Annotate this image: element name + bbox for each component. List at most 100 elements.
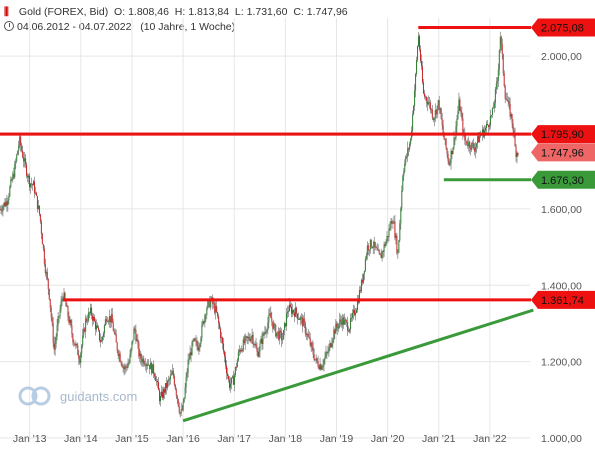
candle bbox=[5, 198, 7, 208]
candle bbox=[308, 331, 310, 340]
candle bbox=[217, 311, 219, 319]
candle bbox=[381, 250, 383, 262]
x-tick-label: Jan '14 bbox=[64, 433, 98, 445]
candle bbox=[415, 72, 417, 98]
candle bbox=[467, 138, 469, 149]
candle bbox=[335, 319, 337, 334]
candle bbox=[207, 300, 209, 310]
candle bbox=[48, 288, 50, 301]
candle bbox=[451, 150, 453, 160]
candle bbox=[91, 303, 93, 320]
candle bbox=[303, 312, 305, 329]
candle bbox=[438, 95, 440, 114]
candle bbox=[408, 147, 410, 157]
candle bbox=[149, 364, 151, 375]
candle bbox=[1, 204, 3, 216]
candle bbox=[465, 134, 467, 147]
clock-icon bbox=[4, 21, 14, 31]
price-level-label: 2.075,08 bbox=[541, 23, 584, 35]
candle bbox=[108, 309, 110, 328]
candle bbox=[87, 314, 89, 326]
candle bbox=[3, 202, 5, 210]
candle bbox=[107, 319, 109, 325]
candle bbox=[491, 106, 493, 118]
candle bbox=[334, 328, 336, 340]
candle bbox=[416, 56, 418, 77]
candle bbox=[74, 343, 76, 346]
candle bbox=[285, 323, 287, 328]
candle bbox=[220, 326, 222, 343]
candle bbox=[316, 357, 318, 364]
candle bbox=[425, 96, 427, 108]
close-value: 1.747,96 bbox=[306, 6, 348, 18]
candle bbox=[66, 302, 68, 308]
candle bbox=[153, 360, 155, 379]
candle bbox=[367, 243, 369, 256]
candle bbox=[212, 294, 214, 310]
candle bbox=[128, 359, 130, 366]
candle bbox=[67, 304, 69, 322]
candle bbox=[469, 140, 471, 154]
price-level-label: 1.361,74 bbox=[541, 295, 584, 307]
x-tick-label: Jan '16 bbox=[166, 433, 200, 445]
candle bbox=[172, 367, 174, 379]
candle bbox=[410, 137, 412, 147]
candle bbox=[492, 101, 494, 109]
candle bbox=[160, 392, 162, 407]
candle bbox=[40, 219, 42, 240]
candle bbox=[84, 327, 86, 333]
candle bbox=[293, 308, 295, 323]
candle bbox=[125, 364, 127, 373]
candle bbox=[427, 95, 429, 106]
candle bbox=[70, 318, 72, 328]
candle bbox=[312, 341, 314, 358]
candle bbox=[15, 158, 17, 170]
candle bbox=[356, 294, 358, 313]
candle bbox=[175, 387, 177, 399]
candle bbox=[120, 360, 122, 366]
candle bbox=[434, 103, 436, 122]
candle bbox=[240, 345, 242, 353]
candle bbox=[468, 136, 470, 152]
candle bbox=[414, 84, 416, 111]
candle bbox=[86, 316, 88, 324]
candle bbox=[229, 377, 231, 393]
candle bbox=[197, 340, 199, 352]
candle bbox=[157, 378, 159, 389]
candle bbox=[276, 332, 278, 339]
candle bbox=[460, 106, 462, 117]
candle bbox=[304, 321, 306, 337]
support-trendline[interactable] bbox=[182, 308, 534, 423]
candle bbox=[191, 340, 193, 356]
candle bbox=[473, 138, 475, 151]
candle bbox=[455, 120, 457, 141]
candle bbox=[319, 357, 321, 372]
candle bbox=[383, 241, 385, 257]
candle bbox=[8, 192, 10, 205]
candle bbox=[246, 335, 248, 345]
candle bbox=[341, 315, 343, 328]
candle bbox=[253, 342, 255, 349]
candle bbox=[187, 353, 189, 378]
candle bbox=[152, 364, 154, 374]
candle bbox=[129, 349, 131, 364]
candle bbox=[80, 351, 82, 368]
candle bbox=[368, 249, 370, 257]
candle bbox=[252, 331, 254, 348]
candle bbox=[259, 339, 261, 358]
candle bbox=[417, 45, 419, 62]
price-level-tag: 1.361,74 bbox=[531, 290, 595, 309]
candle bbox=[466, 140, 468, 146]
candle bbox=[400, 206, 402, 230]
candle bbox=[279, 327, 281, 345]
candle bbox=[396, 232, 398, 256]
candle bbox=[100, 336, 102, 343]
candle bbox=[224, 350, 226, 363]
period-interval: (10 Jahre, 1 Woche) bbox=[140, 21, 236, 33]
candle bbox=[450, 148, 452, 170]
candle bbox=[206, 305, 208, 320]
open-label: O: bbox=[114, 6, 126, 18]
candle bbox=[6, 195, 8, 212]
candle bbox=[493, 99, 495, 113]
